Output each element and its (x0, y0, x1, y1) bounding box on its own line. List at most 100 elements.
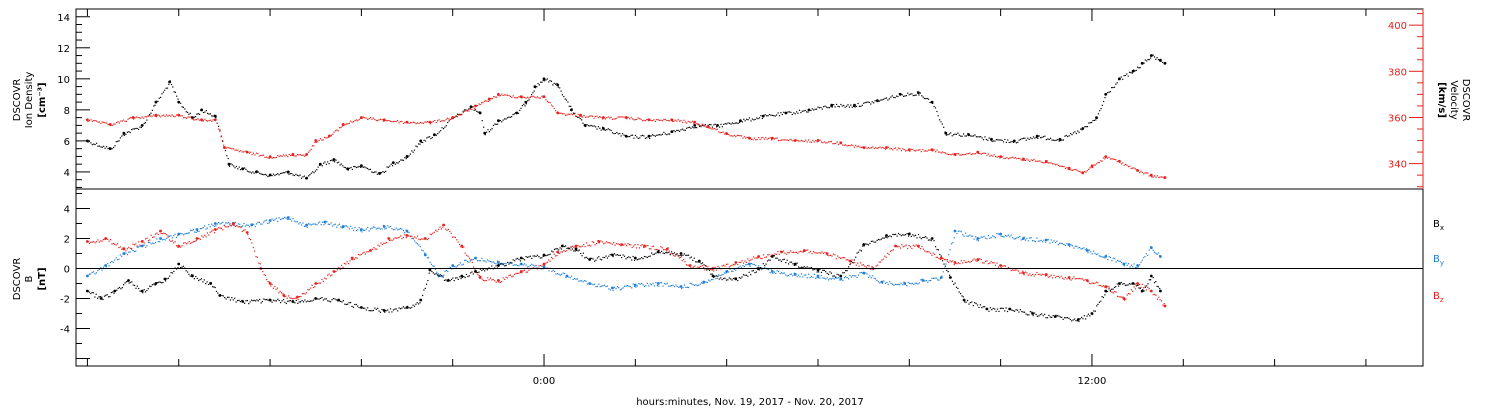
data-dot-ion-density (611, 132, 614, 134)
data-dot-by (957, 230, 959, 232)
data-dot-ion-density (1119, 78, 1121, 81)
data-dot-velocity (700, 125, 702, 127)
data-dot-bx (866, 243, 868, 245)
data-dot-bz (847, 259, 849, 261)
data-dot-velocity (819, 139, 821, 141)
data-dot-bz (1136, 283, 1138, 285)
data-dot-bx (1078, 320, 1080, 323)
data-dot-velocity (274, 157, 276, 159)
data-dot-bz (1064, 276, 1066, 278)
data-dot-by (1114, 258, 1116, 260)
data-dot-velocity (455, 115, 457, 117)
data-dot-bx (555, 248, 557, 250)
data-dot-ion-density (592, 125, 594, 127)
data-dot-ion-density (87, 141, 89, 143)
data-dot-by (808, 273, 810, 275)
data-dot-ion-density (1008, 141, 1010, 144)
data-dot-ion-density (533, 90, 535, 92)
data-dot-velocity (783, 139, 785, 141)
data-dot-bx (317, 298, 319, 300)
data-dot-velocity (930, 148, 932, 150)
data-dot-bx (399, 308, 402, 310)
data-dot-ion-density (299, 174, 301, 176)
data-dot-by (267, 222, 269, 224)
data-dot-by (146, 245, 148, 247)
data-dot-by (350, 225, 352, 227)
data-dot-by (880, 281, 882, 283)
data-dot-velocity (372, 117, 374, 119)
data-dot-by (532, 264, 534, 266)
data-dot-ion-density (244, 167, 246, 169)
data-dot-by (780, 272, 783, 274)
data-dot-bx (139, 290, 141, 292)
data-dot-bx (989, 307, 991, 309)
data-dot-ion-density (104, 147, 106, 149)
series-velocity (86, 93, 1167, 180)
data-dot-by (743, 266, 745, 268)
data-dot-by (1067, 244, 1069, 246)
data-dot-by (920, 279, 922, 281)
data-dot-velocity (174, 116, 176, 118)
data-dot-bx (260, 302, 262, 304)
data-dot-bx (772, 254, 774, 256)
data-dot-bx (169, 275, 171, 277)
data-dot-bx (849, 263, 851, 266)
data-dot-by (732, 270, 734, 272)
data-dot-velocity (328, 136, 330, 138)
data-dot-bx (214, 286, 216, 289)
data-dot-ion-density (804, 109, 806, 111)
data-dot-bx (711, 273, 713, 275)
data-dot-ion-density (396, 162, 398, 164)
data-dot-bz (570, 249, 572, 251)
data-dot-by (534, 265, 536, 267)
data-dot-bz (594, 244, 596, 246)
data-dot-ion-density (1012, 141, 1015, 143)
data-dot-bx (467, 275, 469, 278)
data-dot-bz (414, 236, 416, 238)
data-dot-bz (367, 251, 369, 253)
data-dot-ion-density (760, 115, 762, 117)
data-dot-ion-density (1067, 135, 1069, 138)
data-dot-ion-density (697, 124, 699, 126)
data-dot-velocity (992, 155, 994, 157)
data-dot-bz (1024, 271, 1027, 273)
data-dot-bx (744, 274, 746, 276)
data-dot-bx (166, 278, 168, 280)
data-dot-by (586, 283, 588, 285)
data-dot-ion-density (657, 134, 659, 136)
data-dot-bz (1148, 288, 1150, 290)
data-dot-by (121, 255, 123, 257)
data-dot-bx (1042, 315, 1044, 317)
data-dot-ion-density (884, 97, 886, 99)
data-dot-by (367, 226, 369, 229)
data-dot-by (384, 228, 386, 230)
data-dot-velocity (641, 120, 644, 122)
data-dot-bz (492, 278, 494, 281)
data-dot-ion-density (542, 79, 544, 82)
data-dot-by (340, 226, 342, 228)
data-dot-ion-density (422, 141, 424, 144)
data-dot-ion-density (836, 103, 838, 105)
data-dot-ion-density (922, 96, 924, 98)
data-dot-ion-density (808, 109, 811, 111)
data-dot-by (965, 232, 967, 234)
data-dot-ion-density (305, 178, 307, 180)
data-dot-bz (343, 262, 345, 265)
data-dot-ion-density (289, 173, 291, 175)
data-dot-bz (683, 258, 685, 261)
data-dot-bx (87, 290, 89, 292)
data-dot-by (867, 276, 870, 278)
data-dot-by (1012, 237, 1014, 239)
data-dot-bz (360, 253, 362, 255)
data-dot-ion-density (947, 134, 949, 136)
data-dot-ion-density (830, 106, 832, 108)
data-dot-bz (627, 243, 629, 245)
data-dot-bz (415, 237, 417, 239)
data-dot-bx (442, 276, 444, 278)
data-dot-by (716, 277, 718, 279)
data-dot-bx (975, 302, 977, 305)
data-dot-bz (112, 242, 114, 245)
data-dot-by (101, 269, 103, 271)
data-dot-bz (91, 241, 93, 243)
